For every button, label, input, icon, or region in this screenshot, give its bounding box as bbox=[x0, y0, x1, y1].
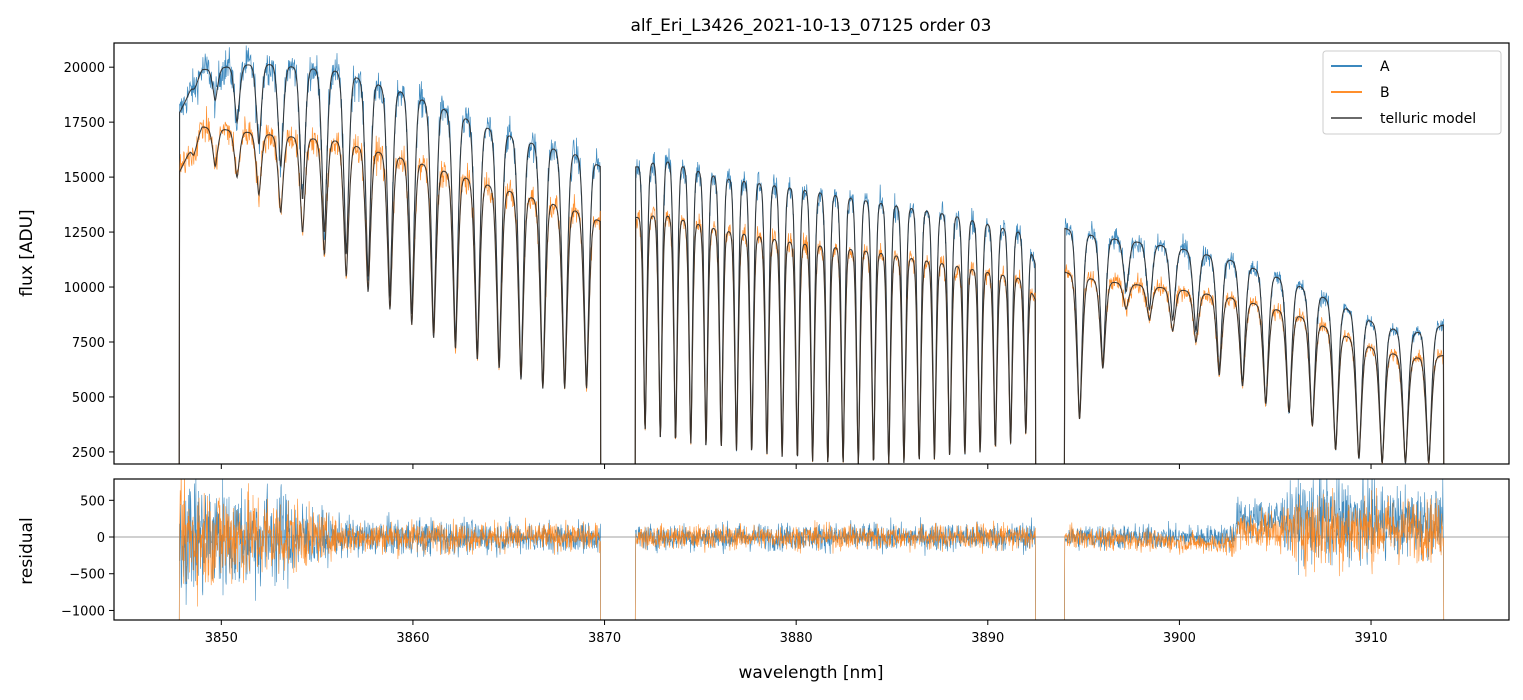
residual-x-tick-label: 3850 bbox=[205, 631, 238, 646]
flux-y-tick-label: 17500 bbox=[64, 116, 105, 131]
legend-label-b: B bbox=[1380, 85, 1390, 101]
residual-axes-frame bbox=[113, 478, 1510, 621]
legend-box bbox=[1322, 50, 1502, 135]
flux-y-tick-label: 15000 bbox=[64, 171, 105, 186]
residual-y-tick-label: −1000 bbox=[61, 604, 105, 619]
residual-y-tick-label: 500 bbox=[80, 494, 105, 509]
residual-y-tick-label: −500 bbox=[69, 568, 105, 583]
residual-x-tick-label: 3890 bbox=[971, 631, 1004, 646]
flux-axes-frame bbox=[113, 42, 1510, 465]
flux-x-axis bbox=[220, 464, 1372, 469]
flux-y-tick-label: 12500 bbox=[64, 226, 105, 241]
flux-y-tick-label: 7500 bbox=[72, 336, 105, 351]
telluric-model-b bbox=[178, 126, 1445, 464]
flux-y-tick-label: 10000 bbox=[64, 281, 105, 296]
residual-x-tick-label: 3910 bbox=[1354, 631, 1387, 646]
legend-label-model: telluric model bbox=[1380, 111, 1476, 127]
residual-x-tick-label: 3870 bbox=[588, 631, 621, 646]
flux-y-axis-label: flux [ADU] bbox=[17, 209, 37, 296]
flux-y-tick-label: 2500 bbox=[72, 446, 105, 461]
residual-x-tick-label: 3900 bbox=[1163, 631, 1196, 646]
flux-y-axis: 2500 5000 7500 10000 12500 15000 17500 20000 bbox=[64, 61, 114, 461]
residual-y-axis-label: residual bbox=[17, 517, 37, 584]
residual-y-axis: −1000 −500 0 500 bbox=[61, 494, 114, 619]
residual-x-tick-label: 3860 bbox=[396, 631, 429, 646]
residual-x-tick-label: 3880 bbox=[780, 631, 813, 646]
x-axis-label: wavelength [nm] bbox=[738, 663, 883, 683]
residual-series-layer bbox=[114, 479, 1509, 620]
residual-y-tick-label: 0 bbox=[97, 531, 105, 546]
flux-y-tick-label: 20000 bbox=[64, 61, 105, 76]
flux-series-layer bbox=[178, 45, 1445, 464]
residual-series-b bbox=[178, 479, 1445, 620]
flux-y-tick-label: 5000 bbox=[72, 391, 105, 406]
legend: A B telluric model bbox=[1322, 50, 1502, 135]
legend-label-a: A bbox=[1380, 59, 1390, 75]
chart-title: alf_Eri_L3426_2021-10-13_07125 order 03 bbox=[631, 16, 992, 36]
residual-x-axis: 3850 3860 3870 3880 3890 3900 3910 bbox=[205, 620, 1388, 646]
residual-series-a bbox=[178, 479, 1445, 620]
